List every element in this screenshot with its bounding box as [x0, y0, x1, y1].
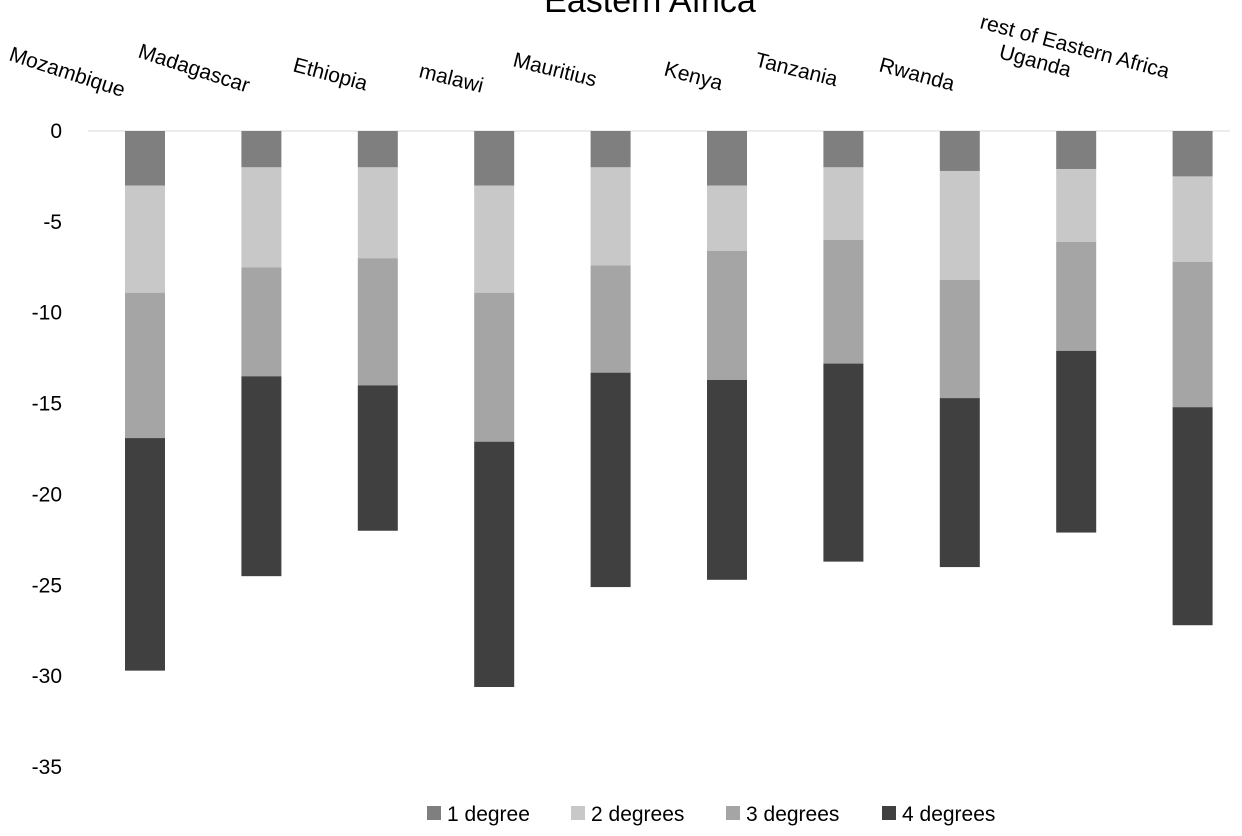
- bar-segment-3: [125, 292, 165, 439]
- y-tick-label: -10: [32, 302, 62, 325]
- legend-swatch: [882, 806, 896, 820]
- bar-segment-2: [474, 185, 515, 293]
- bar-segment-2: [823, 167, 864, 241]
- bar-segment-3: [357, 258, 398, 386]
- bar-segment-4: [1056, 350, 1097, 533]
- bar-segment-2: [1056, 169, 1097, 242]
- legend-label: 4 degrees: [902, 803, 995, 826]
- bar-segment-1: [707, 131, 747, 186]
- category-label: Madagascar: [135, 40, 252, 98]
- chart-title: Eastern Africa: [544, 0, 756, 20]
- bar-segment-2: [357, 167, 398, 259]
- bar-segment-3: [1172, 261, 1213, 408]
- bar-segment-2: [939, 170, 980, 280]
- legend: 1 degree 2 degrees 3 degrees 4 degrees: [427, 803, 995, 826]
- bar-segment-4: [125, 438, 165, 671]
- bar-segment-2: [707, 185, 747, 251]
- bar-segment-3: [474, 292, 515, 442]
- bar-segment-3: [707, 250, 747, 380]
- bar-segment-3: [1056, 241, 1097, 351]
- category-label: Mauritius: [511, 49, 599, 92]
- bar-segment-1: [1172, 131, 1213, 177]
- bar-segment-4: [474, 441, 515, 688]
- bars: [125, 131, 1213, 688]
- bar-segment-1: [125, 131, 165, 186]
- legend-swatch: [726, 806, 740, 820]
- bar-segment-4: [1172, 407, 1213, 626]
- legend-label: 3 degrees: [746, 803, 839, 826]
- bar-segment-1: [939, 131, 980, 171]
- y-tick-label: -20: [32, 483, 62, 506]
- bar-segment-2: [1172, 176, 1213, 262]
- bar-segment-1: [1056, 131, 1097, 170]
- y-tick-label: -25: [32, 574, 62, 597]
- legend-label: 2 degrees: [591, 803, 684, 826]
- bar-segment-1: [474, 131, 515, 186]
- bar-segment-3: [939, 279, 980, 399]
- bar-segment-4: [707, 379, 747, 580]
- bar-segment-4: [823, 363, 864, 562]
- bar-segment-3: [590, 265, 631, 373]
- bar-segment-3: [823, 240, 864, 364]
- category-label: Ethiopia: [291, 54, 371, 96]
- category-label: Tanzania: [753, 49, 840, 92]
- bar-segment-1: [241, 131, 282, 168]
- category-labels: Mozambique Madagascar Ethiopia malawi Maurit…: [6, 11, 1172, 102]
- y-axis-ticks: 0 -5 -10 -15 -20 -25 -30 -35: [32, 120, 62, 779]
- legend-swatch: [427, 806, 441, 820]
- bar-segment-4: [357, 385, 398, 531]
- bar-segment-3: [241, 267, 282, 377]
- category-label: malawi: [417, 60, 486, 98]
- bar-segment-2: [590, 167, 631, 266]
- y-tick-label: -35: [32, 756, 62, 779]
- category-label: Kenya: [662, 58, 726, 96]
- legend-swatch: [571, 806, 585, 820]
- legend-label: 1 degree: [447, 803, 530, 826]
- category-label: Mozambique: [6, 43, 127, 102]
- bar-segment-4: [939, 398, 980, 568]
- y-tick-label: 0: [50, 120, 62, 143]
- bar-segment-2: [241, 167, 282, 268]
- y-tick-label: -15: [32, 393, 62, 416]
- bar-segment-4: [241, 376, 282, 577]
- bar-segment-4: [590, 372, 631, 588]
- bar-segment-1: [590, 131, 631, 168]
- bar-segment-2: [125, 185, 165, 293]
- bar-segment-1: [357, 131, 398, 168]
- category-label: Rwanda: [877, 54, 958, 96]
- y-tick-label: -30: [32, 665, 62, 688]
- bar-segment-1: [823, 131, 864, 168]
- y-tick-label: -5: [43, 211, 62, 234]
